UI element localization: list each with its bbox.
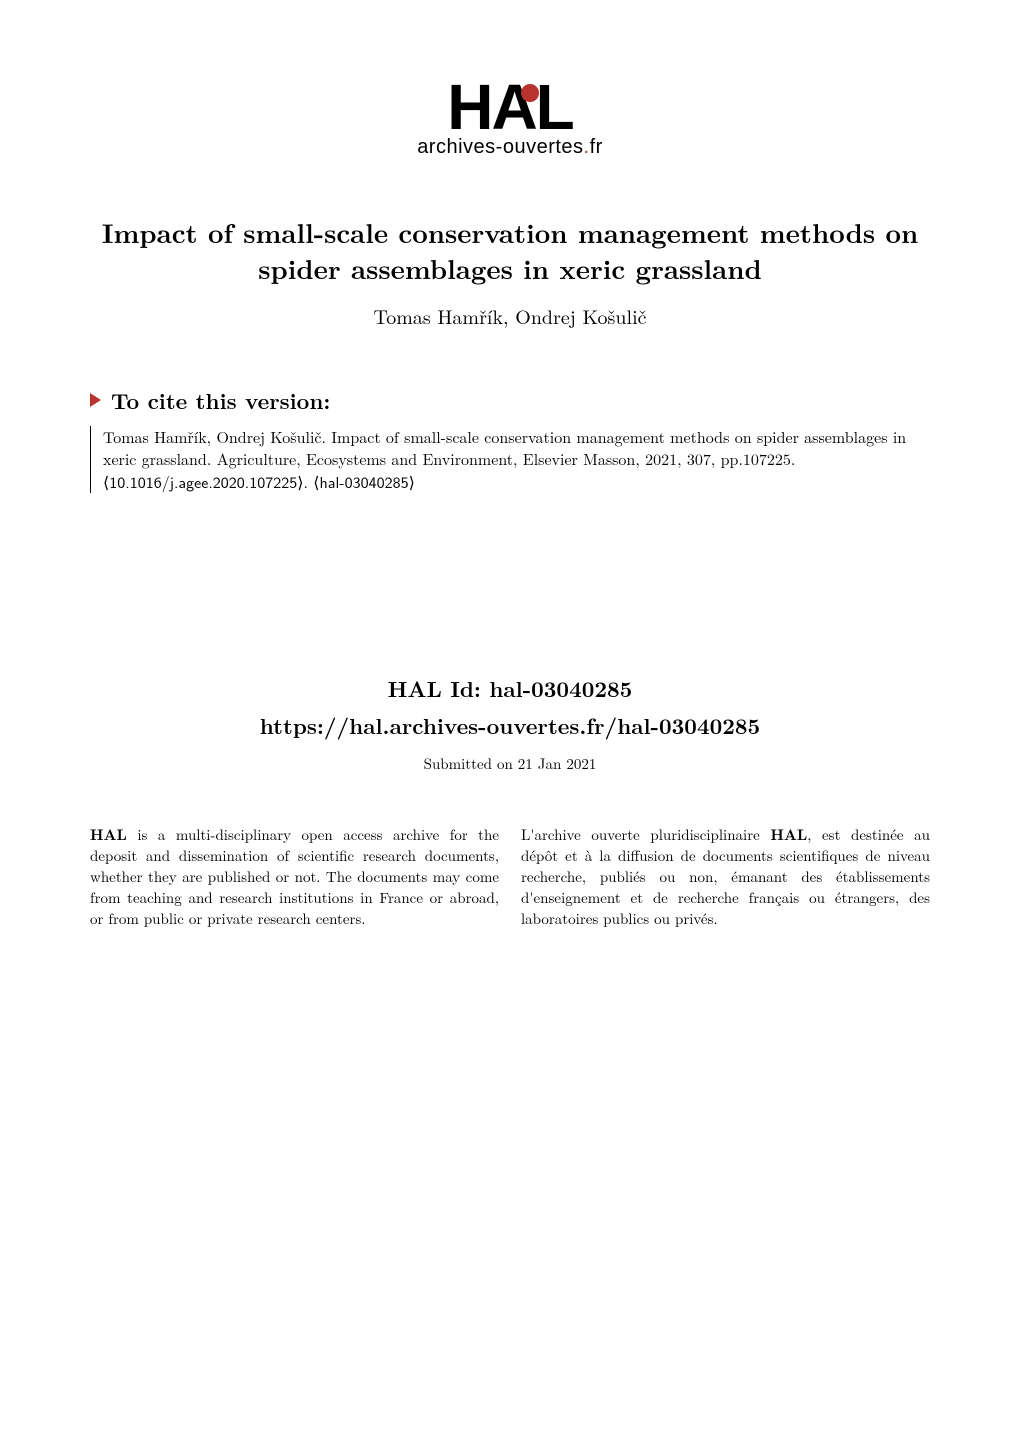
hal-id-section: HAL Id: hal-03040285 https://hal.archive… [90, 673, 930, 774]
description-right-bold: HAL [770, 824, 807, 845]
hal-logo-block: HAL archives-ouvertes.fr [90, 70, 930, 159]
hal-logo: HAL archives-ouvertes.fr [417, 70, 603, 159]
logo-letter-a-wrapper: A [491, 70, 535, 144]
cite-text-pre: Tomas Hamřík, Ondrej Košulič. Impact of … [103, 425, 906, 470]
logo-letter-a: A [491, 71, 535, 143]
triangle-right-icon [90, 393, 101, 407]
logo-accent-circle [521, 84, 539, 102]
hal-logo-text: HAL [417, 70, 603, 144]
cite-text-post: . [303, 470, 313, 493]
description-right-pre: L'archive ouverte pluridisciplinaire [521, 824, 770, 845]
logo-letter-l: L [536, 71, 573, 143]
logo-subtitle-ext: fr [590, 136, 603, 158]
description-left-bold: HAL [90, 824, 127, 845]
cite-hal-ref: ⟨hal-03040285⟩ [313, 470, 415, 493]
description-left-column: HAL is a multi-disciplinary open access … [90, 824, 499, 929]
cite-header: To cite this version: [90, 385, 930, 416]
hal-id-label: HAL Id: hal-03040285 [90, 673, 930, 704]
cite-section: To cite this version: Tomas Hamřík, Ondr… [90, 385, 930, 493]
description-left-text: is a multi-disciplinary open access arch… [90, 824, 499, 929]
description-right-column: L'archive ouverte pluridisciplinaire HAL… [521, 824, 930, 929]
logo-letter-h: H [447, 71, 491, 143]
cite-body: Tomas Hamřík, Ondrej Košulič. Impact of … [90, 426, 930, 493]
description-block: HAL is a multi-disciplinary open access … [90, 824, 930, 929]
paper-authors: Tomas Hamřík, Ondrej Košulič [90, 301, 930, 330]
cite-title: To cite this version: [111, 385, 330, 416]
paper-title: Impact of small-scale conservation manag… [90, 214, 930, 287]
cite-doi: ⟨10.1016/j.agee.2020.107225⟩ [103, 470, 303, 493]
hal-url: https://hal.archives-ouvertes.fr/hal-030… [90, 710, 930, 741]
submitted-date: Submitted on 21 Jan 2021 [90, 753, 930, 774]
